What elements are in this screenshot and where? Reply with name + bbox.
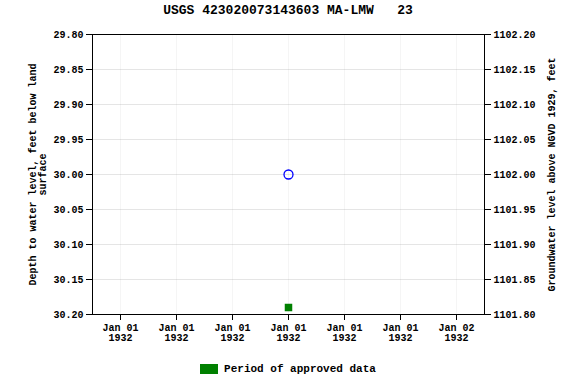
svg-text:30.05: 30.05 [53, 205, 83, 216]
svg-text:29.80: 29.80 [53, 30, 83, 41]
svg-text:Jan 011932: Jan 011932 [214, 323, 250, 344]
svg-text:29.95: 29.95 [53, 135, 83, 146]
svg-text:29.90: 29.90 [53, 100, 83, 111]
svg-text:30.15: 30.15 [53, 275, 83, 286]
svg-text:Jan 021932: Jan 021932 [438, 323, 474, 344]
svg-text:1102.00: 1102.00 [494, 170, 536, 181]
svg-text:1102.10: 1102.10 [494, 100, 536, 111]
svg-text:30.20: 30.20 [53, 310, 83, 321]
svg-text:Jan 011932: Jan 011932 [382, 323, 418, 344]
svg-text:1101.85: 1101.85 [494, 275, 536, 286]
svg-text:Groundwater level above NGVD 1: Groundwater level above NGVD 1929, feet [547, 57, 558, 291]
svg-text:Jan 011932: Jan 011932 [326, 323, 362, 344]
svg-text:1101.90: 1101.90 [494, 240, 536, 251]
svg-text:30.10: 30.10 [53, 240, 83, 251]
svg-text:1102.15: 1102.15 [494, 65, 536, 76]
svg-text:1101.95: 1101.95 [494, 205, 536, 216]
svg-text:Jan 011932: Jan 011932 [102, 323, 138, 344]
svg-text:1102.20: 1102.20 [494, 30, 536, 41]
svg-text:29.85: 29.85 [53, 65, 83, 76]
svg-text:30.00: 30.00 [53, 170, 83, 181]
html-text:Period of approved data: Period of approved data [224, 363, 376, 375]
svg-text:1101.80: 1101.80 [494, 310, 536, 321]
svg-text:Jan 011932: Jan 011932 [270, 323, 306, 344]
svg-text:1102.05: 1102.05 [494, 135, 536, 146]
html-text:USGS 423020073143603 MA-LMW 23: USGS 423020073143603 MA-LMW 23 [163, 3, 413, 18]
svg-text:Depth to water level, feet bel: Depth to water level, feet below landsur… [28, 63, 49, 285]
svg-text:Jan 011932: Jan 011932 [158, 323, 194, 344]
